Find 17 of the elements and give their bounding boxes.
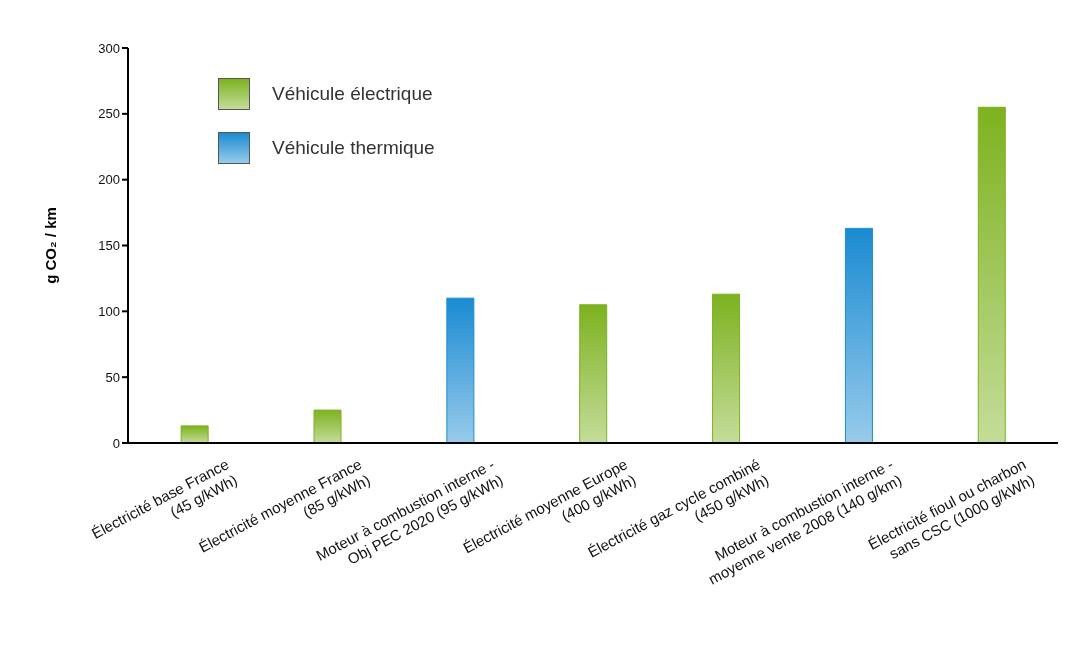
y-tick-label: 150 [98, 238, 120, 254]
bar [977, 106, 1006, 443]
y-tick-label: 300 [98, 40, 120, 56]
y-axis-title: g CO₂ / km [42, 207, 59, 284]
legend-label: Véhicule électrique [272, 83, 433, 105]
legend-label: Véhicule thermique [272, 137, 435, 159]
bar [446, 297, 475, 443]
bar [313, 409, 342, 443]
bar [180, 425, 209, 443]
y-tick-label: 50 [105, 369, 120, 385]
y-tick-label: 100 [98, 303, 120, 319]
bar [844, 227, 873, 443]
bar [579, 304, 608, 443]
y-tick-label: 250 [98, 106, 120, 122]
y-tick-label: 200 [98, 172, 120, 188]
bar [712, 293, 741, 443]
y-tick-label: 0 [112, 435, 120, 451]
